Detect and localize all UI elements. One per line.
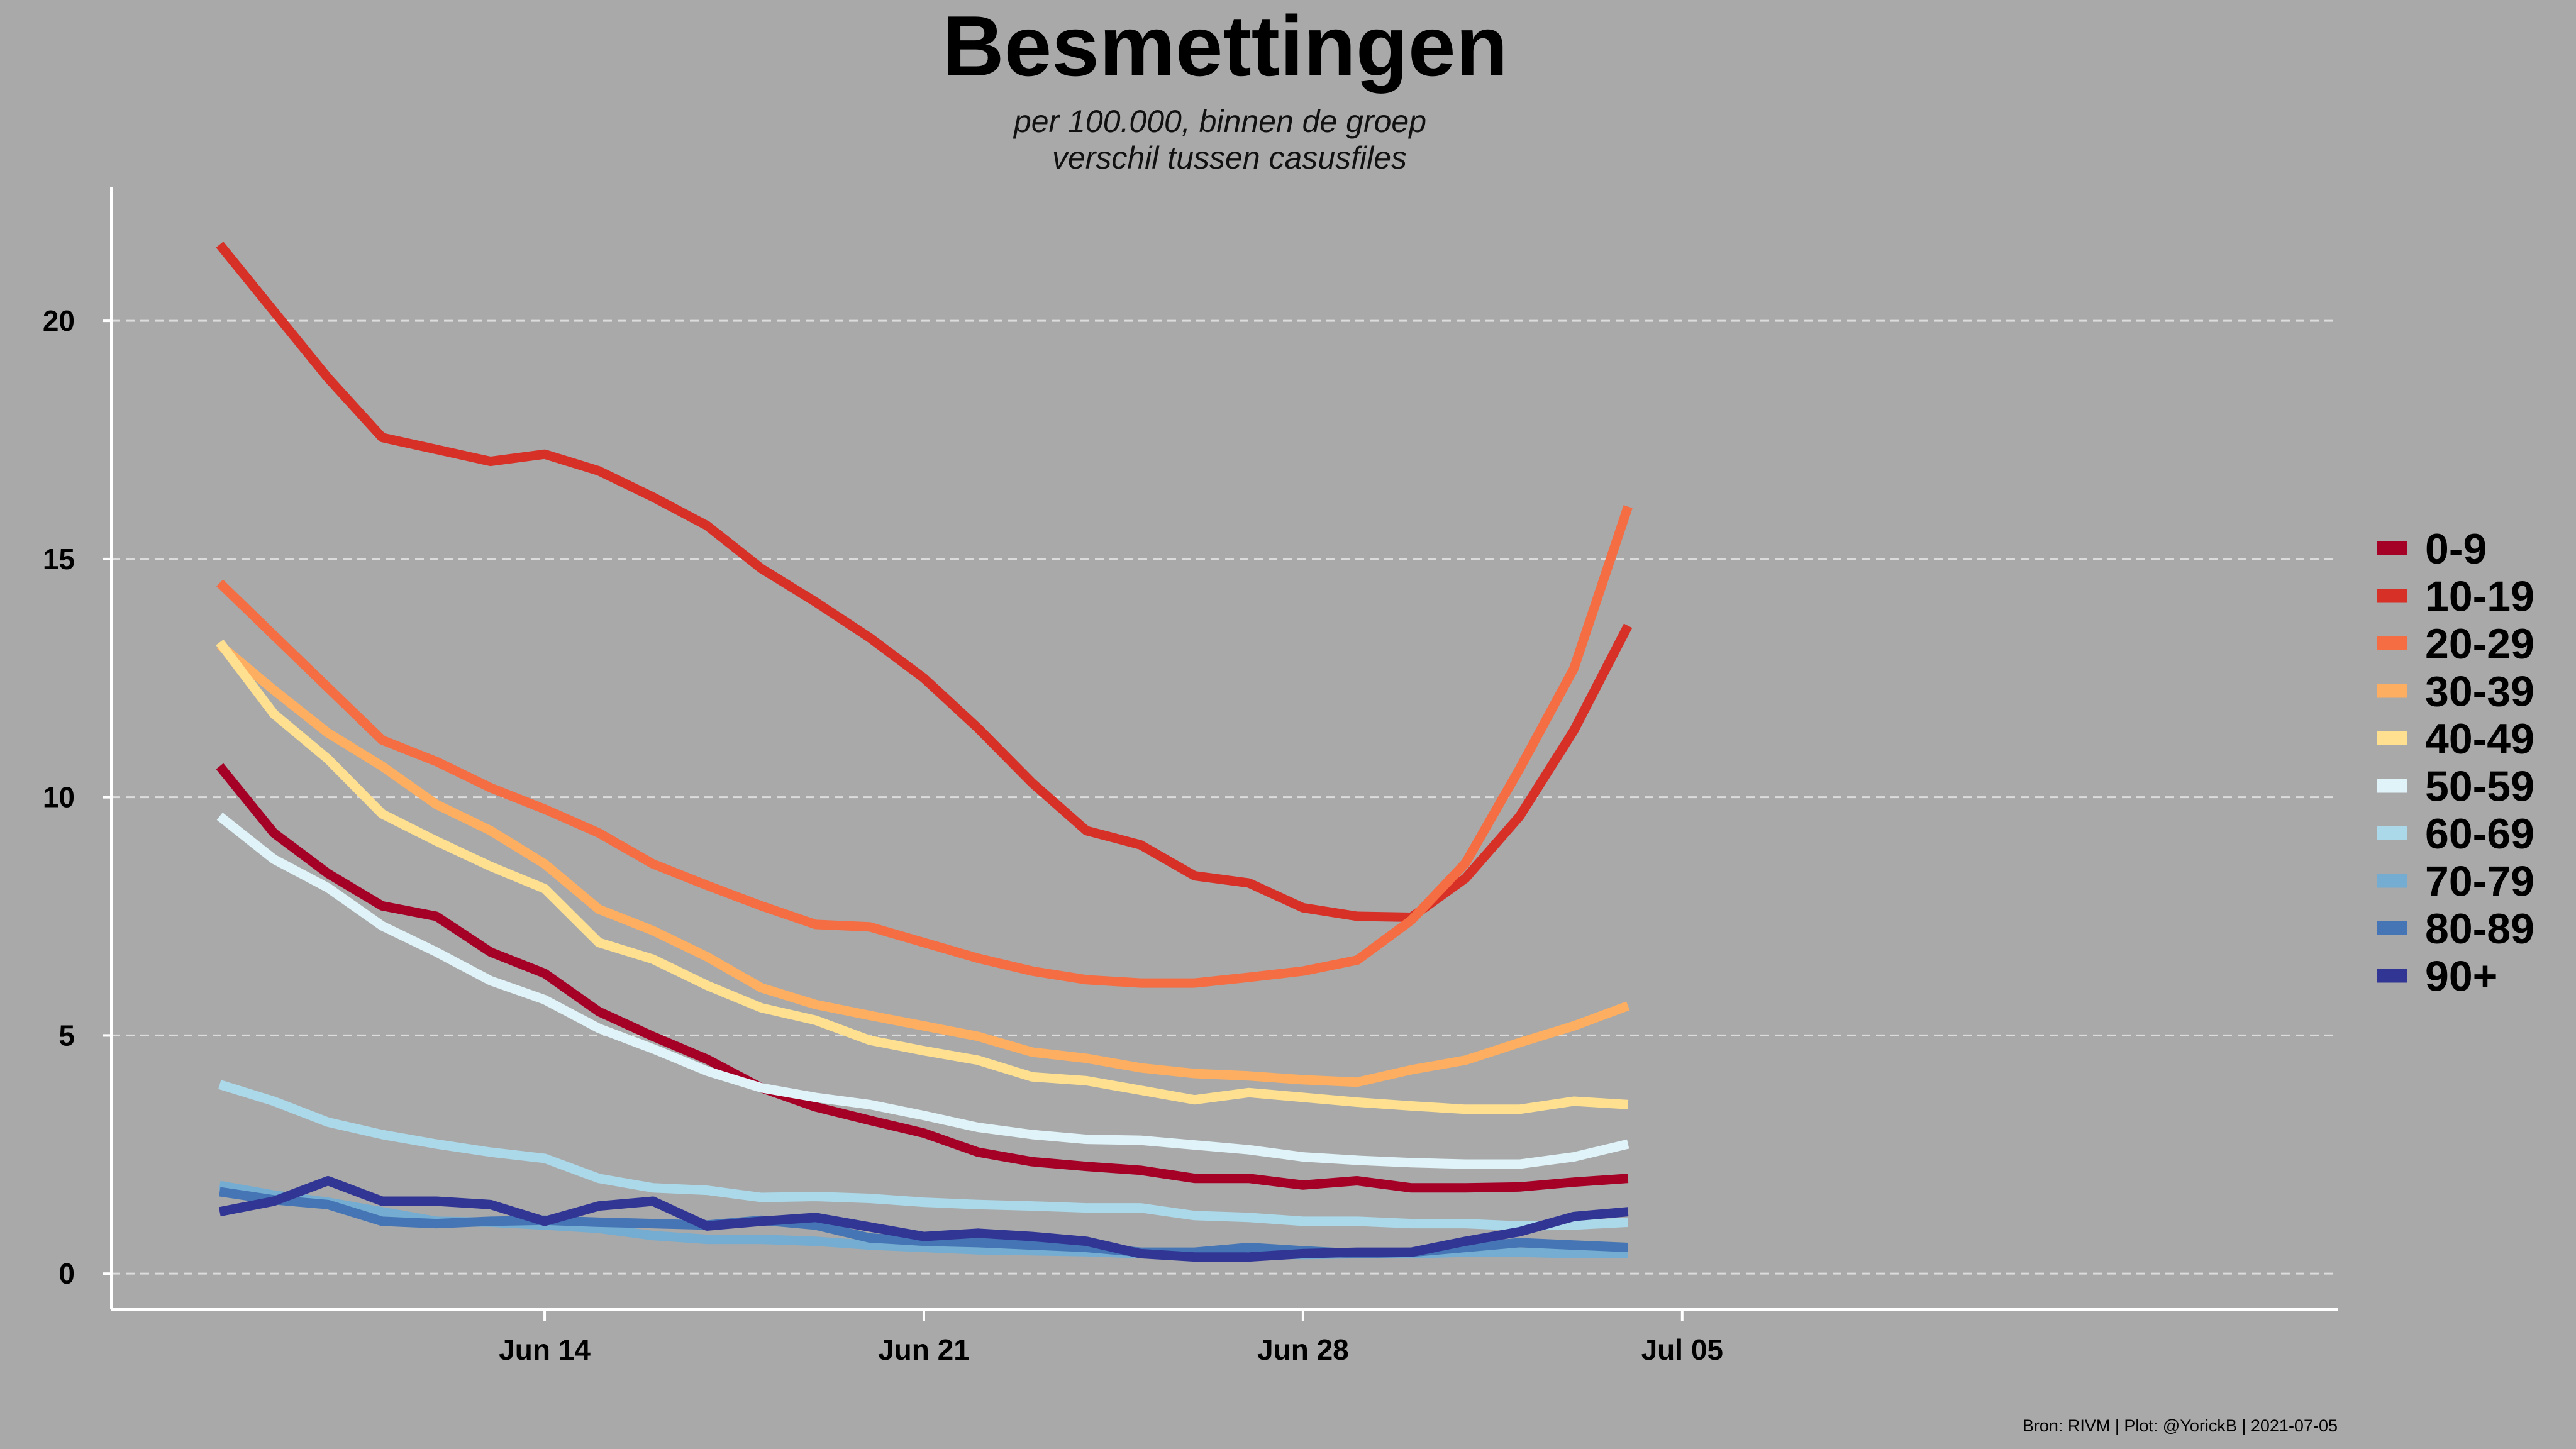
legend-label: 80-89 xyxy=(2425,905,2534,953)
y-ticks: 0 5 10 15 20 xyxy=(43,304,111,1290)
chart-title: Besmettingen xyxy=(942,0,1507,94)
series-line-50-59 xyxy=(216,813,1629,1169)
legend-label: 50-59 xyxy=(2425,763,2534,811)
legend-label: 70-79 xyxy=(2425,858,2534,906)
legend-label: 60-69 xyxy=(2425,810,2534,858)
legend-label: 20-29 xyxy=(2425,620,2534,668)
y-tick-label: 10 xyxy=(43,781,75,814)
legend-label: 90+ xyxy=(2425,953,2497,1001)
x-tick-label: Jun 28 xyxy=(1257,1333,1349,1366)
series-line-20-29 xyxy=(216,505,1633,988)
y-tick-label: 20 xyxy=(43,304,75,337)
legend-label: 30-39 xyxy=(2425,668,2534,716)
series-line-30-39 xyxy=(216,641,1630,1087)
series-lines xyxy=(216,242,1633,1262)
legend: 0-910-1920-2930-3940-4950-5960-6970-7980… xyxy=(2377,525,2534,1001)
series-line-60-69 xyxy=(218,1080,1629,1231)
axes xyxy=(110,187,2338,1311)
x-tick-label: Jun 21 xyxy=(878,1333,970,1366)
legend-label: 0-9 xyxy=(2425,525,2487,573)
chart-caption: Bron: RIVM | Plot: @YorickB | 2021-07-05 xyxy=(2023,1416,2338,1435)
chart-subtitle-line-2: verschil tussen casusfiles xyxy=(1052,140,1407,175)
chart-subtitle-line-1: per 100.000, binnen de groep xyxy=(1013,104,1426,139)
x-tick-label: Jun 14 xyxy=(499,1333,591,1366)
series-line-40-49 xyxy=(216,639,1629,1114)
x-tick-label: Jul 05 xyxy=(1641,1333,1723,1366)
gridlines xyxy=(111,319,2338,1275)
series-line-90-plus xyxy=(218,1176,1629,1262)
y-tick-label: 0 xyxy=(58,1257,75,1290)
y-tick-label: 5 xyxy=(58,1019,75,1052)
legend-label: 10-19 xyxy=(2425,573,2534,621)
series-line-10-19 xyxy=(216,242,1633,922)
series-line-0-9 xyxy=(216,763,1629,1193)
legend-label: 40-49 xyxy=(2425,715,2534,763)
x-ticks: Jun 14 Jun 21 Jun 28 Jul 05 xyxy=(499,1309,1723,1366)
y-tick-label: 15 xyxy=(43,543,75,575)
